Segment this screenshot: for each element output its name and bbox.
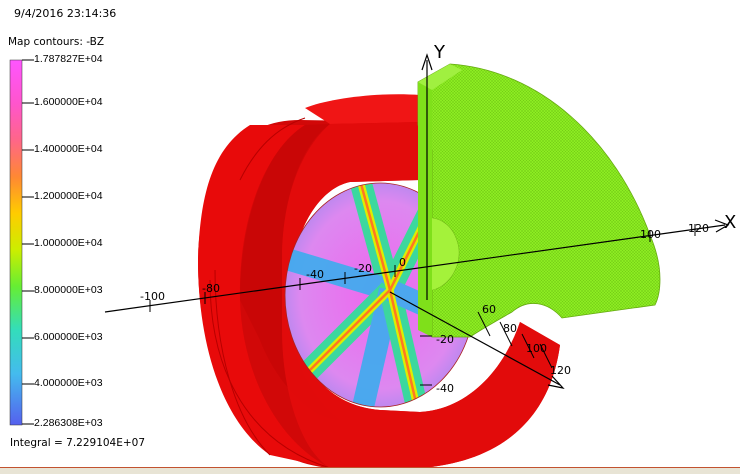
legend-value: 4.000000E+03 — [34, 377, 103, 389]
x-axis-letter: X — [724, 212, 736, 233]
x-tick-label: -40 — [306, 268, 324, 281]
x-tick-label: 0 — [399, 256, 406, 269]
map-contours-title: Map contours: -BZ — [8, 36, 105, 48]
z-tick-label: 120 — [550, 364, 571, 377]
legend-value-max: 1.787827E+04 — [34, 53, 103, 65]
bottom-frame-border — [0, 467, 740, 474]
legend-colorbar — [9, 59, 23, 426]
integral-readout: Integral = 7.229104E+07 — [10, 437, 146, 449]
magnet-ring — [198, 94, 560, 469]
coordinate-axes — [104, 53, 730, 389]
legend-value: 1.200000E+04 — [34, 190, 103, 202]
z-tick-label: 100 — [526, 342, 547, 355]
legend-value: 8.000000E+03 — [34, 284, 103, 296]
legend-ticks — [22, 59, 34, 425]
timestamp: 9/4/2016 23:14:36 — [14, 7, 117, 20]
y-tick-label: -20 — [436, 333, 454, 346]
z-tick-label: 80 — [503, 322, 517, 335]
z-tick-label: 60 — [482, 303, 496, 316]
y-axis-letter: Y — [433, 42, 446, 63]
y-tick-label: -40 — [436, 382, 454, 395]
legend-value: 1.600000E+04 — [34, 96, 103, 108]
x-tick-label: 100 — [640, 228, 661, 241]
legend-value-min: 2.286308E+03 — [34, 417, 103, 429]
x-tick-label: 120 — [688, 222, 709, 235]
legend-value: 1.000000E+04 — [34, 237, 103, 249]
x-tick-label: -100 — [140, 290, 165, 303]
legend-value: 1.400000E+04 — [34, 143, 103, 155]
legend-value: 6.000000E+03 — [34, 331, 103, 343]
x-tick-label: -80 — [202, 282, 220, 295]
mesh-plate — [417, 63, 661, 338]
x-tick-label: -20 — [354, 262, 372, 275]
